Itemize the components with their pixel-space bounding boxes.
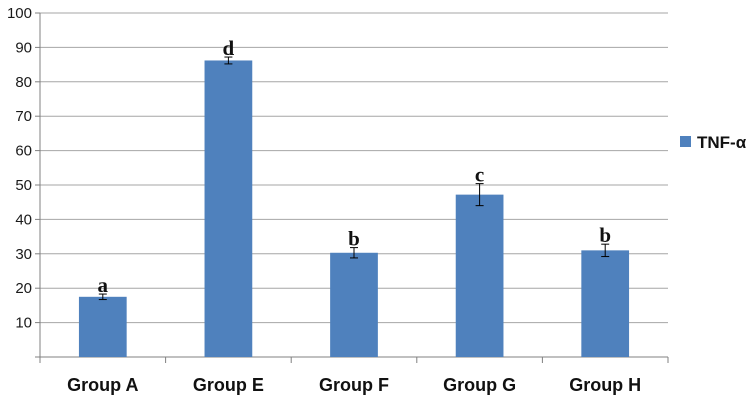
y-tick-label-90: 90	[15, 39, 32, 56]
x-tick-label-group-e: Group E	[193, 375, 264, 395]
error-bar-group-e	[224, 56, 233, 65]
legend-swatch-tnf	[680, 136, 691, 147]
bar-group-e	[204, 60, 253, 358]
y-tick-label-50: 50	[15, 177, 32, 194]
bar-group-h	[581, 250, 630, 357]
x-tick-label-group-a: Group A	[67, 375, 138, 395]
y-tick-label-30: 30	[15, 246, 32, 263]
bar-group-g	[455, 194, 504, 357]
y-tick-label-40: 40	[15, 211, 32, 228]
x-tick-label-group-f: Group F	[319, 375, 389, 395]
labels: 10 20 30 40 50 60 70 80 90 100 a Group A d Group E b Gr…	[7, 5, 641, 395]
x-tick-label-group-h: Group H	[569, 375, 641, 395]
significance-letter-group-g: c	[475, 163, 484, 187]
bars	[78, 56, 630, 358]
bar-group-a	[78, 296, 127, 357]
y-tick-label-100: 100	[7, 5, 32, 22]
error-bar-group-f	[350, 247, 358, 259]
significance-letter-group-h: b	[599, 223, 611, 247]
error-bar-group-a	[98, 293, 107, 301]
significance-letter-group-f: b	[348, 227, 360, 251]
y-tick-label-60: 60	[15, 143, 32, 160]
y-tick-label-70: 70	[15, 108, 32, 125]
legend-label-tnf: TNF-α	[697, 133, 747, 152]
y-tick-label-20: 20	[15, 280, 32, 297]
significance-letter-group-a: a	[98, 273, 109, 297]
error-bar-group-g	[475, 183, 484, 207]
x-tick-label-group-g: Group G	[443, 375, 516, 395]
error-bar-group-h	[601, 243, 610, 258]
y-tick-label-10: 10	[15, 315, 32, 332]
significance-letter-group-e: d	[223, 36, 235, 60]
y-tick-label-80: 80	[15, 74, 32, 91]
gridlines	[40, 12, 668, 324]
legend: TNF-α	[680, 133, 747, 152]
bar-group-f	[330, 252, 378, 357]
